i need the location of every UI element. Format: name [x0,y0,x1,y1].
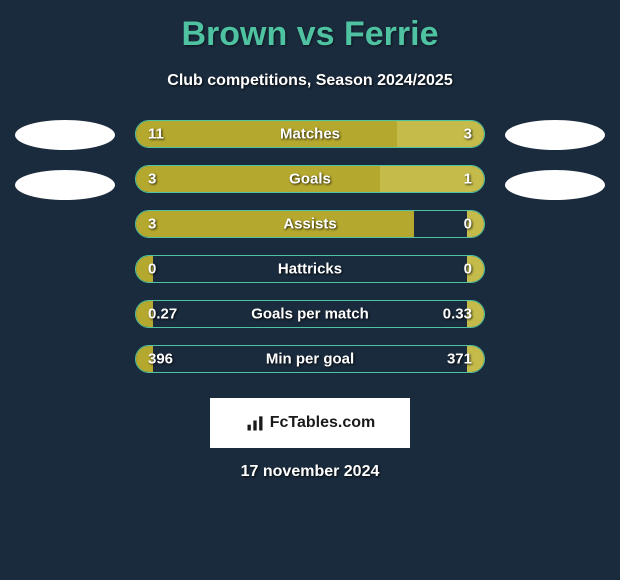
stat-label: Matches [280,126,340,143]
avatar-ellipse [15,170,115,200]
stat-row-matches: 11 Matches 3 [135,120,485,148]
logo-text: FcTables.com [270,414,376,432]
comparison-widget: Brown vs Ferrie Club competitions, Seaso… [0,0,620,580]
bar-left [136,166,380,192]
stats-area: 11 Matches 3 3 Goals 1 3 Assists 0 [0,120,620,373]
player-right-avatar [505,120,605,200]
stat-row-hattricks: 0 Hattricks 0 [135,255,485,283]
stat-value-right: 0 [464,216,472,233]
logo-box[interactable]: FcTables.com [210,398,410,448]
bar-left [136,211,414,237]
stat-bars: 11 Matches 3 3 Goals 1 3 Assists 0 [135,120,485,373]
stat-label: Hattricks [278,261,342,278]
stat-label: Goals per match [251,306,369,323]
bar-left [136,121,397,147]
stat-label: Min per goal [266,351,354,368]
stat-value-left: 396 [148,351,173,368]
stat-value-right: 1 [464,171,472,188]
stat-value-right: 0 [464,261,472,278]
stat-value-left: 3 [148,171,156,188]
stat-value-right: 371 [447,351,472,368]
date-label: 17 november 2024 [0,463,620,481]
page-subtitle: Club competitions, Season 2024/2025 [0,72,620,90]
stat-row-goals-per-match: 0.27 Goals per match 0.33 [135,300,485,328]
stat-value-left: 0 [148,261,156,278]
stat-value-right: 0.33 [443,306,472,323]
stat-label: Assists [283,216,336,233]
avatar-ellipse [505,120,605,150]
stat-value-left: 0.27 [148,306,177,323]
stat-value-left: 3 [148,216,156,233]
chart-icon [245,413,265,433]
avatar-ellipse [15,120,115,150]
page-title: Brown vs Ferrie [0,15,620,54]
stat-row-min-per-goal: 396 Min per goal 371 [135,345,485,373]
player-left-avatar [15,120,115,200]
stat-row-goals: 3 Goals 1 [135,165,485,193]
stat-row-assists: 3 Assists 0 [135,210,485,238]
stat-value-right: 3 [464,126,472,143]
avatar-ellipse [505,170,605,200]
stat-value-left: 11 [148,126,164,143]
stat-label: Goals [289,171,331,188]
